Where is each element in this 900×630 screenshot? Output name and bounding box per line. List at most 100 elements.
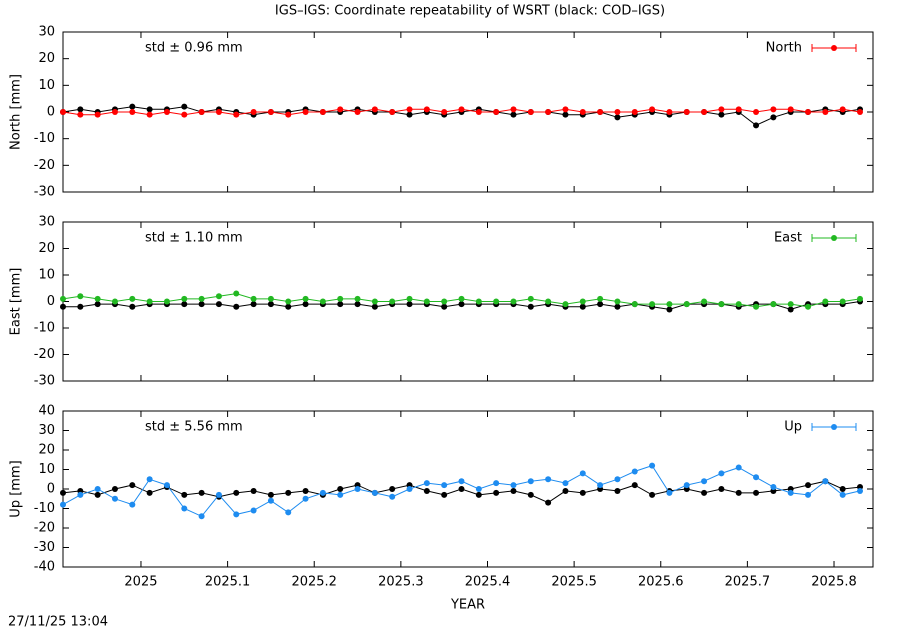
data-point	[319, 298, 326, 305]
x-tick-label: 2025.6	[638, 575, 684, 590]
data-point	[406, 295, 413, 302]
data-point	[302, 495, 309, 502]
y-tick-label: 0	[47, 294, 55, 309]
y-tick-label: 10	[38, 78, 55, 93]
data-point	[233, 290, 240, 297]
y-tick-label: -20	[34, 347, 55, 362]
data-point	[579, 470, 586, 477]
data-point	[735, 301, 742, 308]
data-point	[510, 487, 517, 494]
data-point	[666, 489, 673, 496]
data-point	[475, 109, 482, 115]
data-point	[94, 295, 101, 302]
data-point	[579, 489, 586, 496]
data-point	[787, 306, 794, 313]
data-point	[735, 106, 742, 113]
data-point	[423, 487, 430, 494]
data-point	[389, 493, 396, 500]
legend-marker	[831, 235, 837, 241]
data-point	[285, 111, 292, 118]
x-tick-label: 2025.8	[811, 575, 857, 590]
data-point	[527, 295, 534, 302]
data-point	[805, 491, 812, 498]
data-point	[354, 109, 361, 115]
data-point	[753, 109, 760, 115]
y-tick-label: -40	[34, 560, 55, 575]
data-point	[579, 303, 586, 310]
data-point	[822, 109, 829, 115]
data-point	[562, 487, 569, 494]
data-point	[631, 482, 638, 489]
data-point	[181, 111, 188, 118]
data-point	[701, 109, 708, 115]
data-point	[701, 489, 708, 496]
data-point	[233, 511, 240, 518]
y-axis-label: East [mm]	[9, 268, 24, 336]
data-point	[614, 476, 621, 483]
data-point	[839, 106, 846, 113]
data-point	[822, 478, 829, 485]
legend-marker	[831, 424, 837, 430]
data-point	[77, 293, 84, 300]
data-point	[683, 109, 690, 115]
data-point	[475, 491, 482, 498]
data-point	[545, 499, 552, 506]
legend-label: North	[766, 41, 802, 56]
data-point	[250, 507, 257, 514]
data-point	[458, 301, 465, 308]
y-tick-label: -30	[34, 185, 55, 200]
data-point	[735, 489, 742, 496]
data-point	[718, 106, 725, 113]
y-tick-label: 30	[38, 215, 55, 230]
data-point	[406, 111, 413, 118]
y-tick-label: 20	[38, 443, 55, 458]
legend-marker	[831, 45, 837, 51]
data-point	[510, 298, 517, 305]
data-point	[423, 106, 430, 113]
data-point	[527, 303, 534, 310]
data-point	[614, 109, 621, 115]
data-point	[215, 491, 222, 498]
data-point	[285, 303, 292, 310]
data-point	[753, 489, 760, 496]
data-point	[233, 303, 240, 310]
data-point	[805, 109, 812, 115]
data-point	[597, 109, 604, 115]
data-point	[181, 301, 188, 308]
y-tick-label: 0	[47, 105, 55, 120]
data-point	[839, 298, 846, 305]
annotation: std ± 0.96 mm	[145, 41, 243, 56]
data-point	[614, 114, 621, 121]
data-point	[77, 106, 84, 113]
data-point	[267, 491, 274, 498]
data-point	[718, 301, 725, 308]
y-axis-label: Up [mm]	[9, 460, 24, 517]
data-point	[77, 491, 84, 498]
data-point	[285, 509, 292, 516]
data-point	[60, 109, 66, 115]
data-point	[267, 109, 274, 115]
data-point	[770, 114, 777, 121]
data-point	[770, 106, 777, 113]
data-point	[441, 482, 448, 489]
data-point	[441, 491, 448, 498]
data-point	[267, 295, 274, 302]
data-point	[233, 489, 240, 496]
legend-label: East	[774, 231, 802, 246]
x-tick-label: 2025.5	[551, 575, 597, 590]
data-point	[441, 303, 448, 310]
data-point	[94, 491, 101, 498]
data-point	[129, 501, 136, 508]
data-point	[60, 489, 66, 496]
y-tick-label: -10	[34, 501, 55, 516]
data-point	[129, 295, 136, 302]
data-point	[181, 505, 188, 512]
data-point	[111, 109, 118, 115]
data-point	[215, 293, 222, 300]
data-point	[163, 109, 170, 115]
data-point	[60, 501, 66, 508]
data-point	[579, 109, 586, 115]
y-axis-label: North [mm]	[9, 74, 24, 150]
data-point	[250, 295, 257, 302]
y-tick-label: 10	[38, 462, 55, 477]
